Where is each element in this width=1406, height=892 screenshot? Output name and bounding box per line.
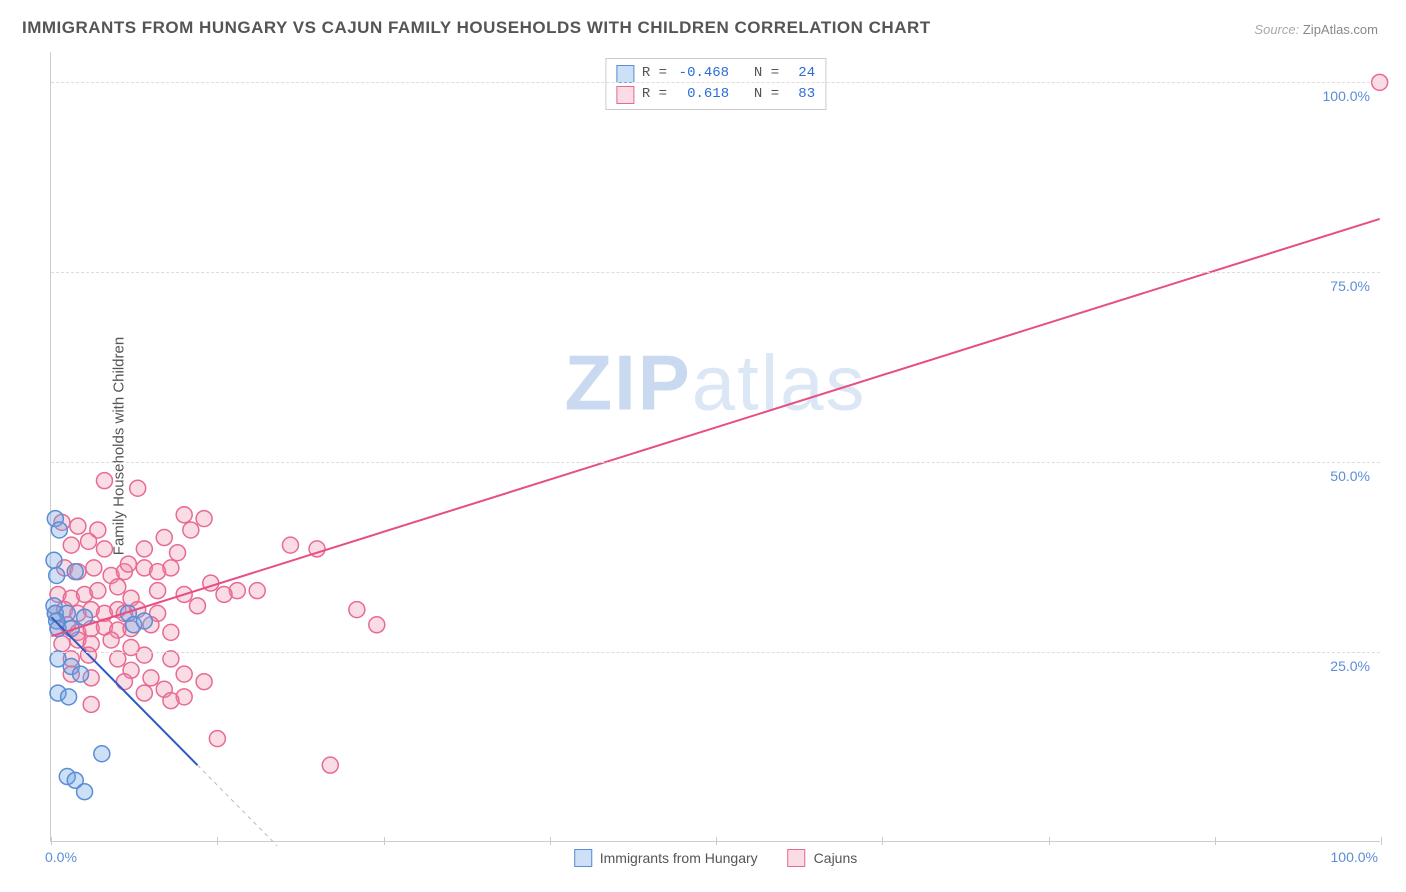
legend-n-value: 24 [787,63,815,84]
legend-swatch [788,849,806,867]
point-hungary [46,552,62,568]
point-cajuns [54,636,70,652]
plot-area: ZIPatlas R =-0.468 N =24R =0.618 N =83 0… [50,52,1380,842]
gridline [51,82,1380,83]
point-cajuns [322,757,338,773]
y-tick-label: 100.0% [1323,88,1370,104]
point-hungary [94,746,110,762]
y-tick-label: 25.0% [1330,658,1370,674]
legend-n-label: N = [737,84,779,105]
point-cajuns [110,579,126,595]
legend-swatch [616,86,634,104]
point-cajuns [176,507,192,523]
point-cajuns [176,666,192,682]
x-tick [716,837,717,845]
point-hungary [77,784,93,800]
point-hungary [61,689,77,705]
point-cajuns [163,560,179,576]
point-cajuns [96,541,112,557]
legend-n-label: N = [737,63,779,84]
x-tick [51,837,52,845]
point-cajuns [196,674,212,690]
x-tick [1381,837,1382,845]
source-value: ZipAtlas.com [1303,22,1378,37]
point-cajuns [136,647,152,663]
x-tick [217,837,218,845]
point-cajuns [163,624,179,640]
trend-line-cajuns [51,219,1379,636]
point-cajuns [209,731,225,747]
legend-r-value: 0.618 [675,84,729,105]
point-cajuns [189,598,205,614]
point-cajuns [143,670,159,686]
point-cajuns [216,586,232,602]
point-cajuns [163,693,179,709]
point-cajuns [110,651,126,667]
x-tick [384,837,385,845]
point-cajuns [70,518,86,534]
legend-swatch [616,65,634,83]
trend-extension-hungary [197,765,277,846]
legend-r-label: R = [642,63,667,84]
point-cajuns [96,473,112,489]
x-tick [882,837,883,845]
gridline [51,652,1380,653]
point-cajuns [282,537,298,553]
x-tick [1215,837,1216,845]
point-cajuns [196,511,212,527]
scatter-svg [51,52,1380,841]
point-hungary [77,609,93,625]
source-label: Source: [1254,22,1299,37]
point-hungary [49,567,65,583]
point-cajuns [136,685,152,701]
point-cajuns [369,617,385,633]
x-tick [1049,837,1050,845]
point-cajuns [170,545,186,561]
legend-swatch [574,849,592,867]
chart-title: IMMIGRANTS FROM HUNGARY VS CAJUN FAMILY … [22,18,931,38]
point-cajuns [120,556,136,572]
point-hungary [136,613,152,629]
legend-r-value: -0.468 [675,63,729,84]
point-cajuns [130,480,146,496]
point-cajuns [156,530,172,546]
legend-item-hungary: Immigrants from Hungary [574,849,758,867]
legend-row-hungary: R = -0.468 N = 24 [616,63,815,84]
point-cajuns [150,583,166,599]
x-tick-min: 0.0% [45,849,77,865]
legend-row-cajuns: R = 0.618 N = 83 [616,84,815,105]
point-cajuns [349,602,365,618]
point-cajuns [86,560,102,576]
point-hungary [73,666,89,682]
legend-label: Immigrants from Hungary [600,850,758,866]
series-legend: Immigrants from Hungary Cajuns [574,849,858,867]
point-cajuns [83,696,99,712]
gridline [51,272,1380,273]
point-hungary [51,522,67,538]
gridline [51,462,1380,463]
point-hungary [67,564,83,580]
legend-r-label: R = [642,84,667,105]
legend-item-cajuns: Cajuns [788,849,858,867]
legend-n-value: 83 [787,84,815,105]
y-tick-label: 75.0% [1330,278,1370,294]
y-tick-label: 50.0% [1330,468,1370,484]
x-tick [550,837,551,845]
point-cajuns [183,522,199,538]
point-cajuns [81,533,97,549]
point-cajuns [116,674,132,690]
point-cajuns [90,583,106,599]
correlation-legend: R = -0.468 N = 24 R = 0.618 N = 83 [605,58,826,110]
point-cajuns [249,583,265,599]
point-cajuns [163,651,179,667]
point-cajuns [63,537,79,553]
source-attribution: Source: ZipAtlas.com [1254,22,1378,37]
point-cajuns [103,632,119,648]
x-tick-max: 100.0% [1331,849,1378,865]
legend-label: Cajuns [814,850,858,866]
point-cajuns [136,541,152,557]
